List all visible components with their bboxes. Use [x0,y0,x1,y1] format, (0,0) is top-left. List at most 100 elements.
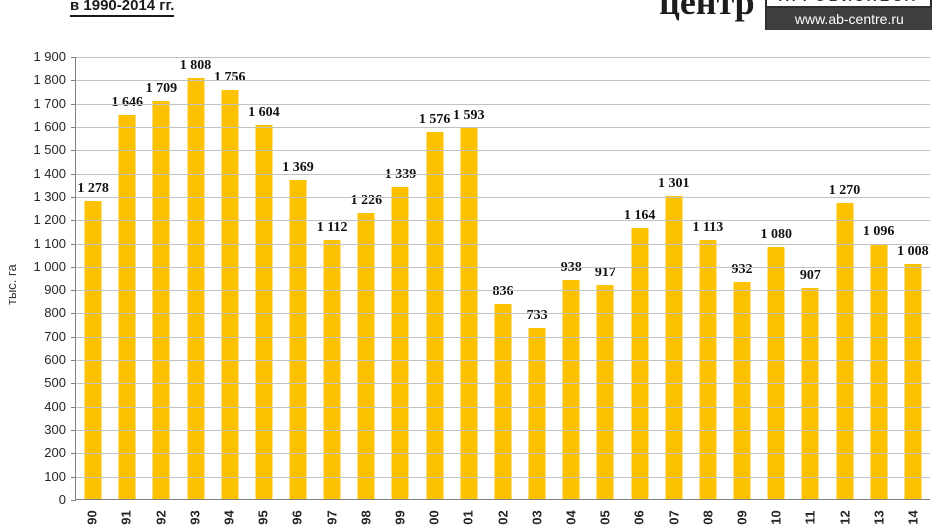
gridline [76,313,930,315]
bar-value-label: 733 [526,308,548,324]
bar-value-label: 836 [492,284,514,300]
y-axis-tick [71,313,76,315]
bar-value-label: 1 709 [145,80,178,96]
y-tick-label: 1 300 [33,188,66,204]
y-tick-label: 1 200 [33,212,66,228]
x-tick-label: 95 [255,510,271,525]
gridline [76,150,930,152]
bar-slot: 1 164 [623,57,657,499]
bar-98 [357,213,375,499]
y-axis-tick [71,220,76,222]
bar-slot: 1 080 [759,57,793,499]
y-tick-label: 1 500 [33,142,66,158]
bar-value-label: 1 112 [316,219,348,235]
bar-value-label: 1 096 [862,223,895,239]
x-label-slot: 03 [520,501,554,530]
gridline [76,57,930,58]
x-tick-label: 93 [187,510,203,525]
x-label-slot: 95 [246,501,280,530]
chart-title: в 1990-2014 гг. [70,0,175,17]
bar-slot: 1 593 [452,57,486,499]
gridline [76,196,930,198]
bar-slot: 1 576 [418,57,452,499]
bar-value-label: 1 113 [692,219,724,235]
logo-division-text: АГРОБИЗНЕСА [766,0,932,8]
bar-value-label: 1 756 [213,69,246,85]
bar-slot: 1 339 [383,57,417,499]
bar-06 [631,227,649,499]
bar-value-label: 1 576 [418,111,451,127]
bar-96 [289,179,307,499]
gridline [76,406,930,408]
y-tick-label: 900 [44,282,66,298]
x-tick-label: 02 [495,510,511,525]
bar-value-label: 1 164 [623,207,656,223]
bar-91 [118,115,136,499]
bar-95 [255,125,273,499]
bar-slot: 1 096 [862,57,896,499]
bar-slot: 1 808 [178,57,212,499]
bar-value-label: 1 226 [350,193,383,209]
x-label-slot: 97 [314,501,348,530]
y-tick-label: 300 [44,422,66,438]
x-label-slot: 00 [417,501,451,530]
gridline [76,126,930,128]
y-tick-label: 1 800 [33,72,66,88]
gridline [76,430,930,432]
x-label-slot: 94 [212,501,246,530]
y-axis-tick [71,80,76,82]
x-tick-label: 97 [324,510,340,525]
bar-value-label: 1 808 [179,57,212,73]
x-axis-labels: 90 91 92 93 94 95 96 97 98 99 00 01 02 03 04 05 06 07 08 09… [75,501,930,530]
bar-slot: 1 369 [281,57,315,499]
bar-slot: 917 [588,57,622,499]
x-label-slot: 05 [588,501,622,530]
gridline [76,220,930,222]
x-tick-label: 92 [153,510,168,525]
bar-12 [836,202,854,499]
gridline [76,476,930,478]
x-label-slot: 02 [485,501,519,530]
logo-website-text: www.ab-centre.ru [766,8,932,30]
x-tick-label: 08 [700,510,716,525]
x-tick-label: 10 [768,510,784,525]
bar-slot: 1 301 [657,57,691,499]
x-label-slot: 01 [451,501,485,530]
bar-97 [323,239,341,499]
x-label-slot: 07 [656,501,690,530]
bar-11 [801,287,819,499]
gridline [76,360,930,362]
x-tick-label: 01 [460,510,476,525]
logo-right-block: АГРОБИЗНЕСА www.ab-centre.ru [764,0,932,30]
bar-value-label: 1 270 [828,182,861,198]
y-tick-label: 200 [44,445,66,461]
bar-slot: 1 756 [213,57,247,499]
y-tick-label: 600 [44,352,66,368]
y-tick-label: 800 [44,305,66,321]
y-axis-tick [71,383,76,385]
y-tick-label: 700 [44,328,66,344]
y-axis-tick [71,103,76,105]
bar-slot: 733 [520,57,554,499]
y-axis-tick [71,476,76,478]
bar-14 [904,264,922,499]
bar-93 [187,77,205,499]
y-axis-tick [71,266,76,268]
bar-value-label: 1 604 [248,105,280,120]
bar-value-label: 1 369 [282,159,314,175]
x-tick-label: 03 [529,510,545,525]
gridline [76,173,930,175]
x-label-slot: 06 [622,501,656,530]
bar-02 [494,304,512,499]
y-axis-tick [71,173,76,175]
bar-09 [733,281,751,499]
gridline [76,383,930,385]
bar-slot: 1 113 [691,57,725,499]
x-label-slot: 14 [896,501,930,530]
y-tick-label: 1 000 [33,258,66,274]
bar-07 [665,195,683,499]
x-tick-label: 98 [358,510,374,525]
bar-value-label: 1 278 [77,181,109,196]
x-label-slot: 13 [862,501,896,530]
bar-slot: 1 226 [349,57,383,499]
